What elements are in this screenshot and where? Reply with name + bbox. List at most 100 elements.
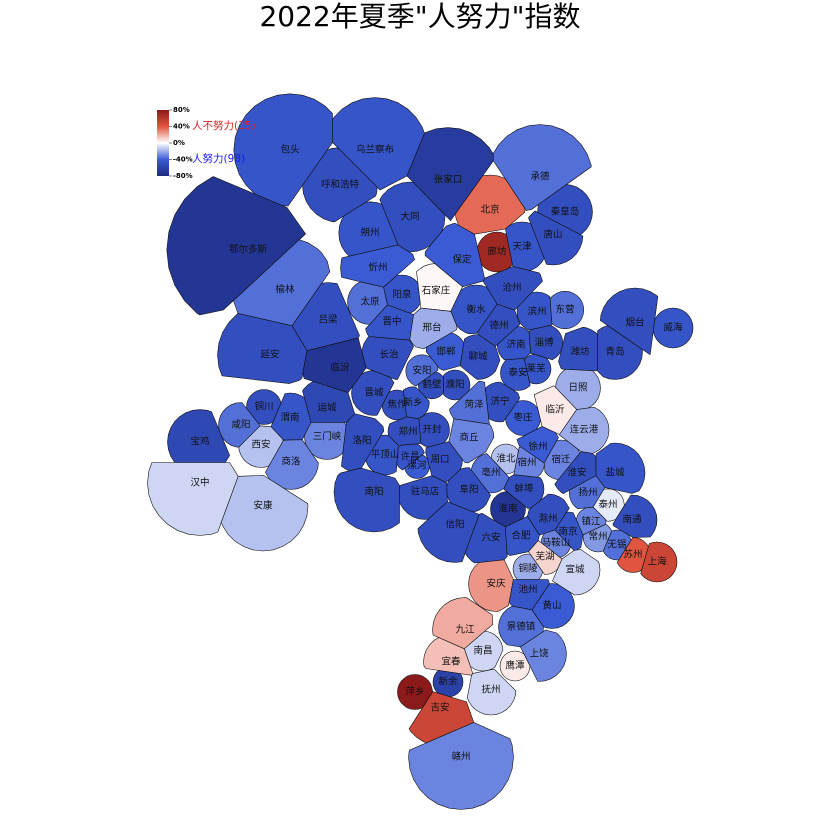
region-label: 濮阳 — [445, 379, 464, 391]
region-label: 张家口 — [434, 174, 463, 186]
region-label: 包头 — [280, 144, 299, 156]
region — [443, 369, 471, 401]
region — [417, 501, 480, 563]
region — [408, 722, 514, 810]
region — [351, 370, 395, 416]
region — [492, 124, 592, 211]
region-label: 廊坊 — [487, 246, 507, 258]
region-label: 延安 — [260, 349, 279, 361]
region — [397, 674, 433, 710]
region-label: 南通 — [622, 514, 642, 526]
legend-label: 人努力(98) — [192, 152, 245, 165]
region-label: 宿州 — [517, 457, 536, 469]
region-label: 吕梁 — [318, 314, 338, 326]
region-label: 渭南 — [280, 412, 299, 424]
region — [383, 274, 421, 314]
color-tick-label: 40% — [173, 123, 190, 131]
color-tick-label: 0% — [173, 139, 185, 147]
region-label: 黄山 — [542, 600, 561, 612]
region-label: 安阳 — [412, 365, 431, 377]
region-label: 阳泉 — [392, 289, 412, 301]
region-label: 大同 — [400, 211, 419, 223]
legend-label: 人不努力(15) — [192, 119, 256, 132]
region-label: 洛阳 — [352, 435, 371, 447]
region — [500, 358, 531, 391]
region-label: 焦作 — [387, 399, 407, 411]
region-label: 秦皇岛 — [551, 206, 580, 218]
region-label: 苏州 — [623, 549, 642, 561]
region — [166, 176, 306, 316]
color-tick-label: -40% — [173, 156, 193, 164]
region — [405, 354, 439, 387]
region — [332, 97, 425, 191]
region-label: 连云港 — [570, 424, 599, 436]
region-label: 天津 — [512, 242, 532, 253]
region-label: 许昌 — [400, 451, 419, 463]
region-label: 吉安 — [430, 702, 449, 714]
region-label: 新余 — [438, 676, 458, 688]
region-label: 常州 — [588, 531, 607, 543]
region — [592, 488, 625, 522]
region — [418, 412, 450, 448]
region-label: 合肥 — [511, 530, 531, 542]
region-label: 滨州 — [527, 306, 546, 318]
region-label: 保定 — [452, 254, 472, 266]
region-label: 扬州 — [578, 487, 597, 499]
region-label: 临沂 — [545, 404, 565, 416]
region-label: 三门峡 — [313, 431, 342, 443]
region — [432, 597, 494, 650]
region-label: 日照 — [568, 383, 588, 394]
region — [468, 559, 514, 612]
region-label: 芜湖 — [535, 551, 554, 563]
region-label: 池州 — [518, 584, 537, 596]
region-label: 呼和浩特 — [321, 179, 360, 191]
region — [549, 290, 585, 330]
region — [340, 244, 415, 288]
region-label: 临汾 — [330, 362, 350, 374]
region — [470, 453, 510, 494]
region — [503, 474, 545, 509]
region-label: 铜陵 — [518, 563, 538, 575]
region — [361, 336, 414, 380]
region-label: 盐城 — [605, 467, 625, 479]
region — [333, 467, 400, 533]
region — [450, 284, 498, 335]
region-label: 铜川 — [254, 401, 273, 413]
region-label: 乌兰察布 — [356, 144, 394, 156]
region — [582, 523, 613, 553]
region-label: 榆林 — [275, 284, 295, 296]
region-label: 徐州 — [528, 441, 547, 453]
region — [543, 439, 581, 481]
region-label: 威海 — [663, 322, 683, 334]
region-label: 泰州 — [598, 499, 617, 511]
region-label: 鹤壁 — [422, 379, 442, 391]
region-label: 商洛 — [281, 456, 301, 468]
region-label: 镇江 — [581, 516, 601, 528]
region-label: 宣城 — [565, 564, 585, 576]
region — [533, 385, 578, 435]
legend: 80% 40% 0% -40% -80% 人不努力(15) 人努力(98) — [157, 106, 256, 180]
region — [490, 443, 519, 475]
region-label: 赣州 — [451, 751, 470, 763]
region — [505, 221, 545, 271]
region-label: 枣庄 — [513, 412, 533, 424]
region-label: 六安 — [481, 532, 500, 544]
region-label: 亳州 — [481, 467, 500, 479]
region-label: 南京 — [558, 526, 577, 538]
color-tick-label: -80% — [173, 172, 193, 180]
region-label: 上海 — [647, 556, 667, 568]
region-label: 新乡 — [403, 397, 422, 409]
region-label: 济南 — [506, 339, 525, 351]
region — [338, 201, 399, 257]
region — [537, 184, 593, 235]
map-title: 2022年夏季"人努力"指数 — [259, 0, 580, 33]
region-label: 青岛 — [605, 346, 624, 358]
region-label: 聊城 — [468, 351, 488, 363]
region-label: 晋中 — [382, 316, 401, 328]
region — [432, 670, 464, 698]
region-label: 南阳 — [364, 486, 383, 498]
region — [552, 548, 601, 596]
region-label: 马鞍山 — [542, 537, 571, 549]
region — [652, 307, 694, 349]
region-label: 宝鸡 — [190, 436, 209, 448]
